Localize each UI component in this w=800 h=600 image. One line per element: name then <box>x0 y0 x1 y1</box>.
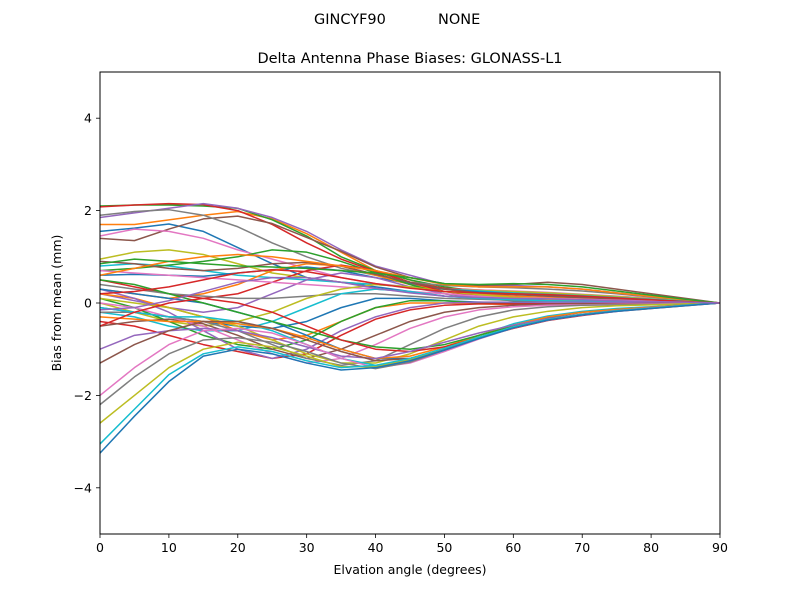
series-line-44 <box>99 268 721 304</box>
y-tick-label: 0 <box>84 296 92 311</box>
y-axis-ticks: −4 −2 0 2 4 <box>74 111 100 495</box>
series-line-16 <box>99 260 721 304</box>
chart-title: Delta Antenna Phase Biases: GLONASS-L1 <box>257 51 562 67</box>
plot-frame <box>99 71 721 535</box>
x-tick-label: 40 <box>368 540 384 555</box>
x-tick-label: 20 <box>230 540 246 555</box>
x-tick-label: 0 <box>96 540 104 555</box>
x-axis-label: Elvation angle (degrees) <box>333 562 486 577</box>
y-tick-label: 4 <box>84 111 92 126</box>
series-layer <box>99 202 721 454</box>
x-tick-label: 50 <box>436 540 452 555</box>
x-tick-label: 80 <box>643 540 659 555</box>
y-tick-label: −2 <box>74 388 92 403</box>
series-line-41 <box>99 302 721 454</box>
x-tick-label: 70 <box>574 540 590 555</box>
series-line-45 <box>99 276 721 311</box>
y-tick-label: −4 <box>74 480 92 495</box>
suptitle-right: NONE <box>438 12 480 28</box>
x-axis-ticks: 0 10 20 30 40 50 60 70 80 90 <box>96 534 728 555</box>
x-tick-label: 30 <box>299 540 315 555</box>
x-tick-label: 90 <box>712 540 728 555</box>
y-tick-label: 2 <box>84 203 92 218</box>
y-axis-label: Bias from mean (mm) <box>49 235 64 372</box>
series-line-43 <box>99 258 721 304</box>
x-tick-label: 60 <box>505 540 521 555</box>
x-tick-label: 10 <box>161 540 177 555</box>
suptitle-left: GINCYF90 <box>314 12 386 28</box>
